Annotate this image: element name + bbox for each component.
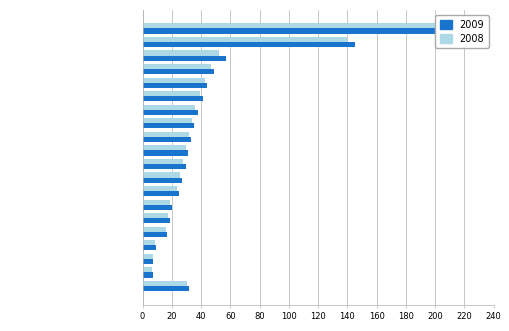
Bar bbox=[143, 177, 182, 183]
Bar bbox=[143, 213, 168, 218]
Bar bbox=[143, 23, 476, 28]
Bar bbox=[143, 240, 155, 245]
Bar bbox=[143, 123, 194, 128]
Bar bbox=[143, 37, 347, 42]
Bar bbox=[143, 159, 183, 164]
Bar bbox=[143, 137, 191, 142]
Bar bbox=[143, 281, 187, 286]
Bar bbox=[143, 42, 355, 47]
Bar bbox=[143, 272, 153, 278]
Bar bbox=[143, 200, 171, 205]
Bar bbox=[143, 267, 152, 272]
Bar bbox=[143, 227, 166, 232]
Bar bbox=[143, 254, 153, 259]
Bar bbox=[143, 232, 167, 237]
Bar bbox=[143, 145, 186, 151]
Bar bbox=[143, 96, 203, 101]
Bar bbox=[143, 50, 218, 56]
Bar bbox=[143, 205, 172, 210]
Bar bbox=[143, 110, 198, 115]
Bar bbox=[143, 259, 154, 264]
Bar bbox=[143, 151, 188, 156]
Bar bbox=[143, 105, 195, 110]
Bar bbox=[143, 164, 186, 169]
Bar bbox=[143, 118, 191, 123]
Bar bbox=[143, 191, 179, 196]
Bar bbox=[143, 172, 180, 177]
Bar bbox=[143, 69, 214, 74]
Bar bbox=[143, 83, 207, 88]
Bar bbox=[143, 218, 169, 223]
Bar bbox=[143, 56, 226, 61]
Bar bbox=[143, 77, 205, 83]
Bar bbox=[143, 91, 201, 96]
Bar bbox=[143, 64, 211, 69]
Bar bbox=[143, 286, 189, 291]
Bar bbox=[143, 132, 189, 137]
Bar bbox=[143, 28, 484, 34]
Bar bbox=[143, 245, 156, 251]
Legend: 2009, 2008: 2009, 2008 bbox=[435, 15, 489, 48]
Bar bbox=[143, 186, 177, 191]
